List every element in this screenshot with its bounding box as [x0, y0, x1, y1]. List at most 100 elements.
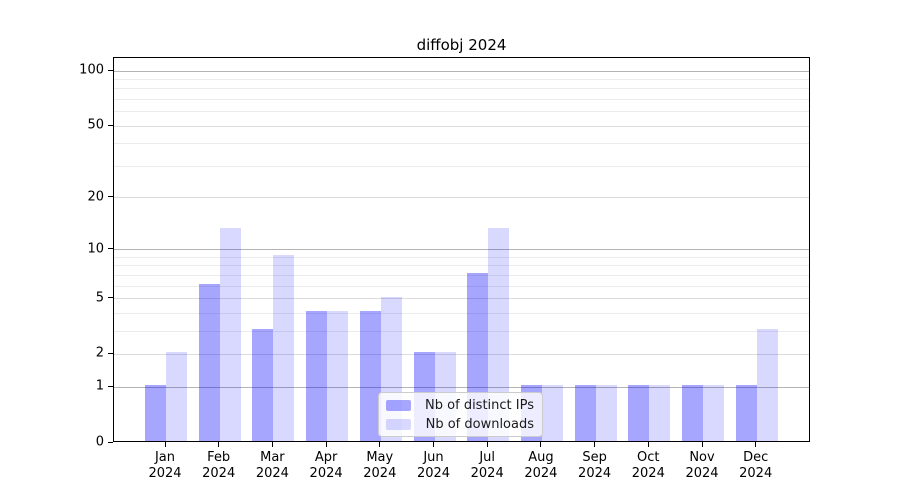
y-tick-label-2: 2 [95, 345, 104, 361]
gridline-y-30 [114, 165, 809, 167]
gridline-y-4 [114, 312, 809, 314]
x-tick-mark-aug [540, 442, 542, 447]
gridline-y-7 [114, 274, 809, 276]
bar-jan-distinct-ips [145, 385, 166, 441]
y-tick-label-50: 50 [87, 117, 104, 133]
y-tick-mark-100 [108, 69, 113, 71]
x-tick-year: 2024 [202, 466, 236, 481]
x-tick-year: 2024 [309, 466, 343, 481]
y-tick-mark-0 [108, 441, 113, 443]
y-tick-mark-50 [108, 124, 113, 126]
y-tick-mark-5 [108, 297, 113, 299]
x-tick-label-aug: Aug 2024 [511, 450, 571, 482]
x-tick-mark-feb [218, 442, 220, 447]
y-tick-label-100: 100 [79, 62, 104, 78]
x-tick-label-mar: Mar 2024 [242, 450, 302, 482]
x-tick-label-dec: Dec 2024 [726, 450, 786, 482]
gridline-y-40 [114, 143, 809, 145]
legend-label-downloads: Nb of downloads [425, 416, 534, 432]
x-tick-label-oct: Oct 2024 [618, 450, 678, 482]
bar-sep-distinct-ips [574, 385, 596, 441]
x-tick-year: 2024 [631, 466, 665, 481]
gridline-y-5 [114, 298, 809, 300]
plot-area [113, 57, 810, 442]
gridline-y-2 [114, 353, 809, 355]
x-tick-label-sep: Sep 2024 [565, 450, 625, 482]
bar-apr-downloads [327, 311, 349, 441]
gridline-y-10 [114, 249, 809, 251]
x-tick-mark-jan [164, 442, 166, 447]
legend-row-distinct-ips: Nb of distinct IPs [386, 397, 534, 413]
legend-label-distinct-ips: Nb of distinct IPs [425, 397, 534, 413]
gridline-y-1 [114, 386, 809, 388]
chart-title: diffobj 2024 [416, 36, 507, 54]
legend: Nb of distinct IPs Nb of downloads [378, 392, 543, 437]
legend-row-downloads: Nb of downloads [386, 416, 534, 432]
bar-sep-downloads [595, 385, 617, 441]
y-tick-mark-10 [108, 248, 113, 250]
gridline-y-6 [114, 285, 809, 287]
bar-oct-distinct-ips [628, 385, 650, 441]
x-tick-mark-nov [701, 442, 703, 447]
gridline-y-9 [114, 256, 809, 258]
gridline-y-100 [114, 70, 809, 72]
x-tick-year: 2024 [685, 466, 719, 481]
gridline-y-60 [114, 111, 809, 113]
bar-mar-distinct-ips [252, 329, 274, 441]
x-tick-year: 2024 [739, 466, 773, 481]
x-tick-mark-may [379, 442, 381, 447]
x-tick-label-may: May 2024 [350, 450, 410, 482]
x-tick-year: 2024 [363, 466, 397, 481]
x-tick-mark-oct [647, 442, 649, 447]
bar-nov-downloads [703, 385, 724, 441]
bar-dec-downloads [756, 329, 778, 441]
x-tick-label-apr: Apr 2024 [296, 450, 356, 482]
gridline-y-20 [114, 197, 809, 199]
bar-mar-downloads [273, 255, 295, 441]
x-tick-label-jan: Jan 2024 [135, 450, 195, 482]
y-tick-mark-2 [108, 352, 113, 354]
x-tick-year: 2024 [470, 466, 504, 481]
y-tick-label-0: 0 [95, 434, 104, 450]
gridline-y-50 [114, 125, 809, 127]
bar-feb-downloads [219, 228, 241, 441]
bar-feb-distinct-ips [198, 284, 220, 441]
x-tick-year: 2024 [255, 466, 289, 481]
distinct-ips-swatch-icon [386, 399, 411, 411]
y-tick-label-1: 1 [95, 378, 104, 394]
gridline-y-70 [114, 98, 809, 100]
bar-jul-downloads [488, 228, 510, 441]
gridline-y-80 [114, 88, 809, 90]
x-tick-year: 2024 [416, 466, 451, 481]
x-tick-year: 2024 [148, 466, 182, 481]
x-tick-mark-sep [594, 442, 596, 447]
x-tick-year: 2024 [578, 466, 612, 481]
gridline-y-3 [114, 330, 809, 332]
x-tick-label-feb: Feb 2024 [189, 450, 249, 482]
y-tick-mark-20 [108, 196, 113, 198]
y-tick-label-5: 5 [95, 290, 104, 306]
downloads-swatch-icon [386, 418, 411, 430]
x-tick-mark-jun [433, 442, 434, 447]
gridline-y-8 [114, 265, 809, 267]
y-tick-label-20: 20 [87, 189, 104, 205]
gridline-y-90 [114, 78, 809, 80]
x-tick-mark-dec [755, 442, 757, 447]
y-tick-label-10: 10 [87, 241, 104, 257]
bar-dec-distinct-ips [735, 385, 757, 441]
bar-oct-downloads [649, 385, 671, 441]
bar-apr-distinct-ips [306, 311, 328, 441]
x-tick-year: 2024 [524, 466, 558, 481]
bar-nov-distinct-ips [682, 385, 703, 441]
x-tick-label-jul: Jul 2024 [457, 450, 517, 482]
x-tick-mark-jul [486, 442, 488, 447]
x-tick-label-nov: Nov 2024 [672, 450, 732, 482]
bar-may-distinct-ips [359, 311, 381, 441]
x-tick-label-jun: Jun 2024 [404, 450, 464, 482]
x-tick-mark-mar [271, 442, 273, 447]
x-tick-mark-apr [325, 442, 327, 447]
bar-jan-downloads [166, 352, 187, 441]
y-tick-mark-1 [108, 385, 113, 387]
bar-aug-downloads [541, 385, 563, 441]
